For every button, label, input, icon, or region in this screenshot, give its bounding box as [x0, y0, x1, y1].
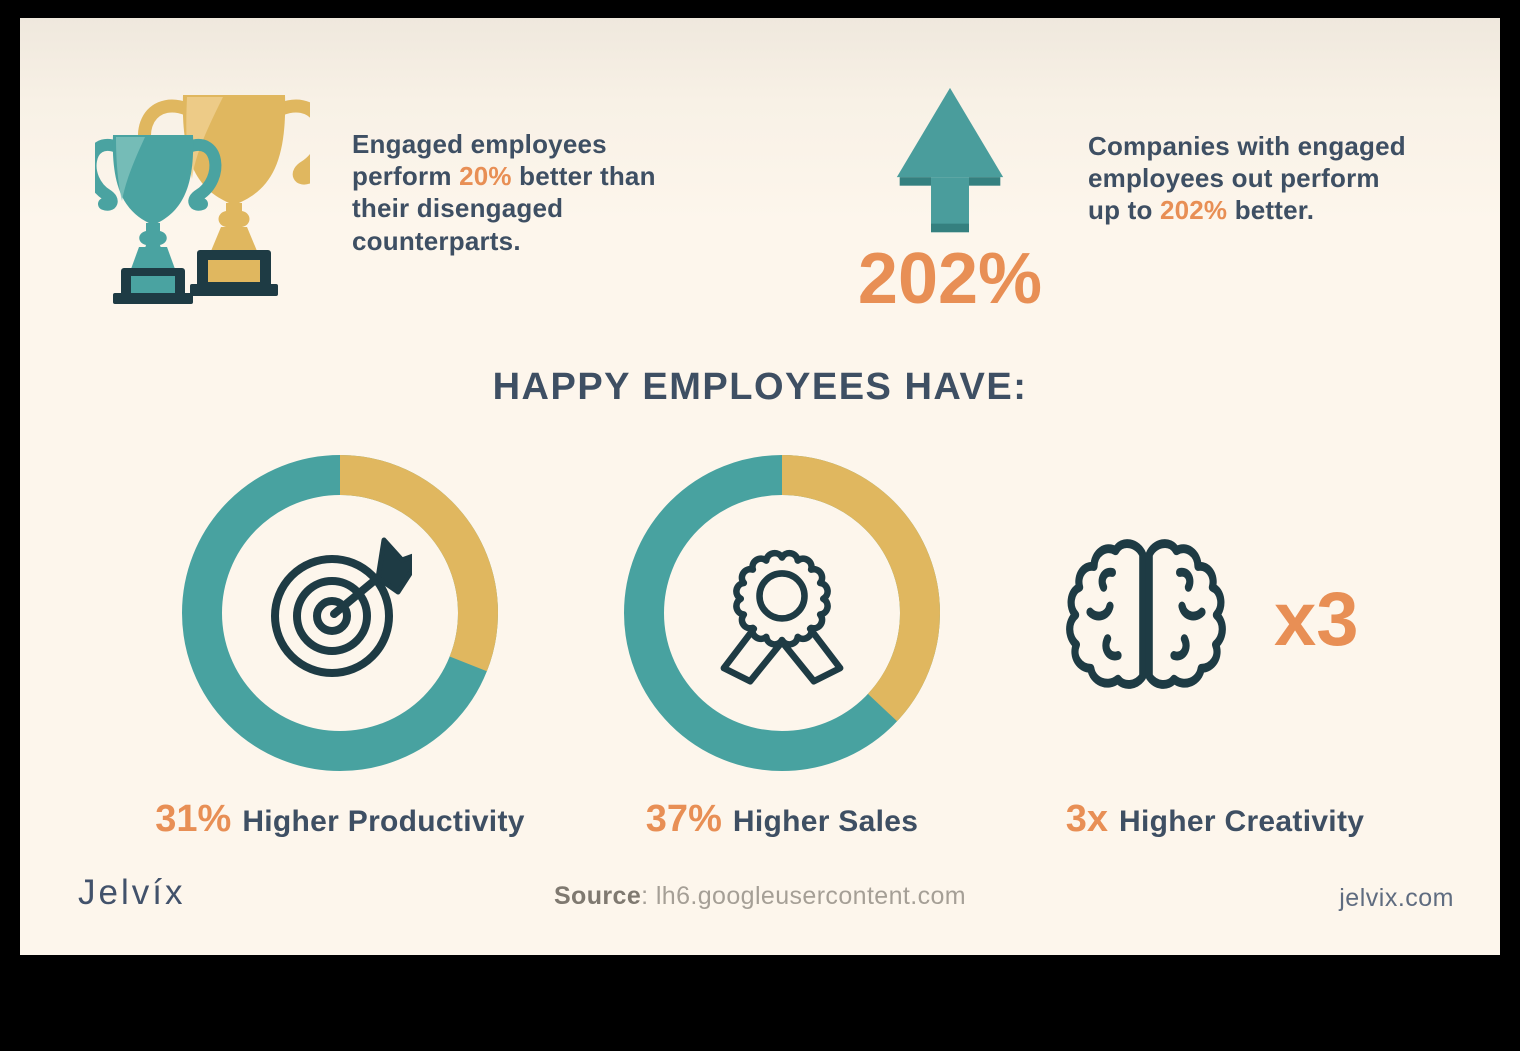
label-text: Higher Productivity — [242, 805, 525, 838]
creativity-label: 3x Higher Creativity — [1015, 798, 1415, 841]
label-text: Higher Sales — [732, 805, 919, 838]
stat-highlight-202pct: 202% — [1159, 195, 1228, 226]
infographic-canvas: Engaged employees perform 20% better tha… — [20, 18, 1500, 955]
stat-line: Companies with engaged — [1088, 131, 1406, 161]
stat-line: employees out perform — [1088, 163, 1380, 194]
x3-multiplier: x3 — [1274, 577, 1359, 662]
donut-highlight-segment — [624, 455, 940, 771]
stat-line: better than — [511, 161, 656, 192]
label-value: 3x — [1065, 798, 1109, 840]
source-url: : lh6.googleusercontent.com — [641, 882, 967, 910]
donut-ring — [624, 455, 940, 771]
stat-line: up to — [1088, 195, 1160, 226]
donut-highlight-segment — [182, 455, 498, 771]
stat-line: better. — [1227, 195, 1315, 226]
arrow-202-block: 202% — [840, 86, 1060, 320]
brain-icon — [1066, 539, 1226, 689]
sales-label: 37% Higher Sales — [582, 798, 982, 841]
up-arrow-icon — [896, 87, 1004, 233]
jelvix-logo: Jelvíx — [78, 873, 186, 912]
productivity-label: 31% Higher Productivity — [140, 798, 540, 841]
source-label: Source — [553, 882, 642, 910]
source-credit: Source: lh6.googleusercontent.com — [20, 882, 1500, 911]
trophies-icon — [95, 95, 310, 304]
label-value: 31% — [155, 798, 232, 840]
stat-line: counterparts. — [352, 225, 521, 256]
donut-ring — [182, 455, 498, 771]
gold-trophy — [138, 95, 310, 296]
jelvix-site-url: jelvix.com — [1339, 884, 1454, 912]
productivity-donut-chart — [182, 455, 498, 771]
target-arrow-icon — [271, 537, 412, 677]
stat-highlight-20pct: 20% — [459, 161, 512, 192]
stat-line: perform — [352, 161, 460, 192]
teal-trophy — [95, 135, 222, 304]
engaged-employees-stat-text: Engaged employees perform 20% better tha… — [352, 128, 712, 257]
companies-outperform-stat-text: Companies with engaged employees out per… — [1088, 130, 1458, 227]
label-text: Higher Creativity — [1119, 805, 1365, 838]
sales-donut-chart — [624, 455, 940, 771]
big-202-number: 202% — [857, 239, 1043, 319]
label-value: 37% — [645, 798, 722, 840]
stat-line: Engaged employees — [352, 129, 607, 159]
award-ribbon-icon — [720, 549, 844, 685]
page-title: HAPPY EMPLOYEES HAVE: — [492, 366, 1028, 408]
stat-line: their disengaged — [352, 193, 564, 224]
